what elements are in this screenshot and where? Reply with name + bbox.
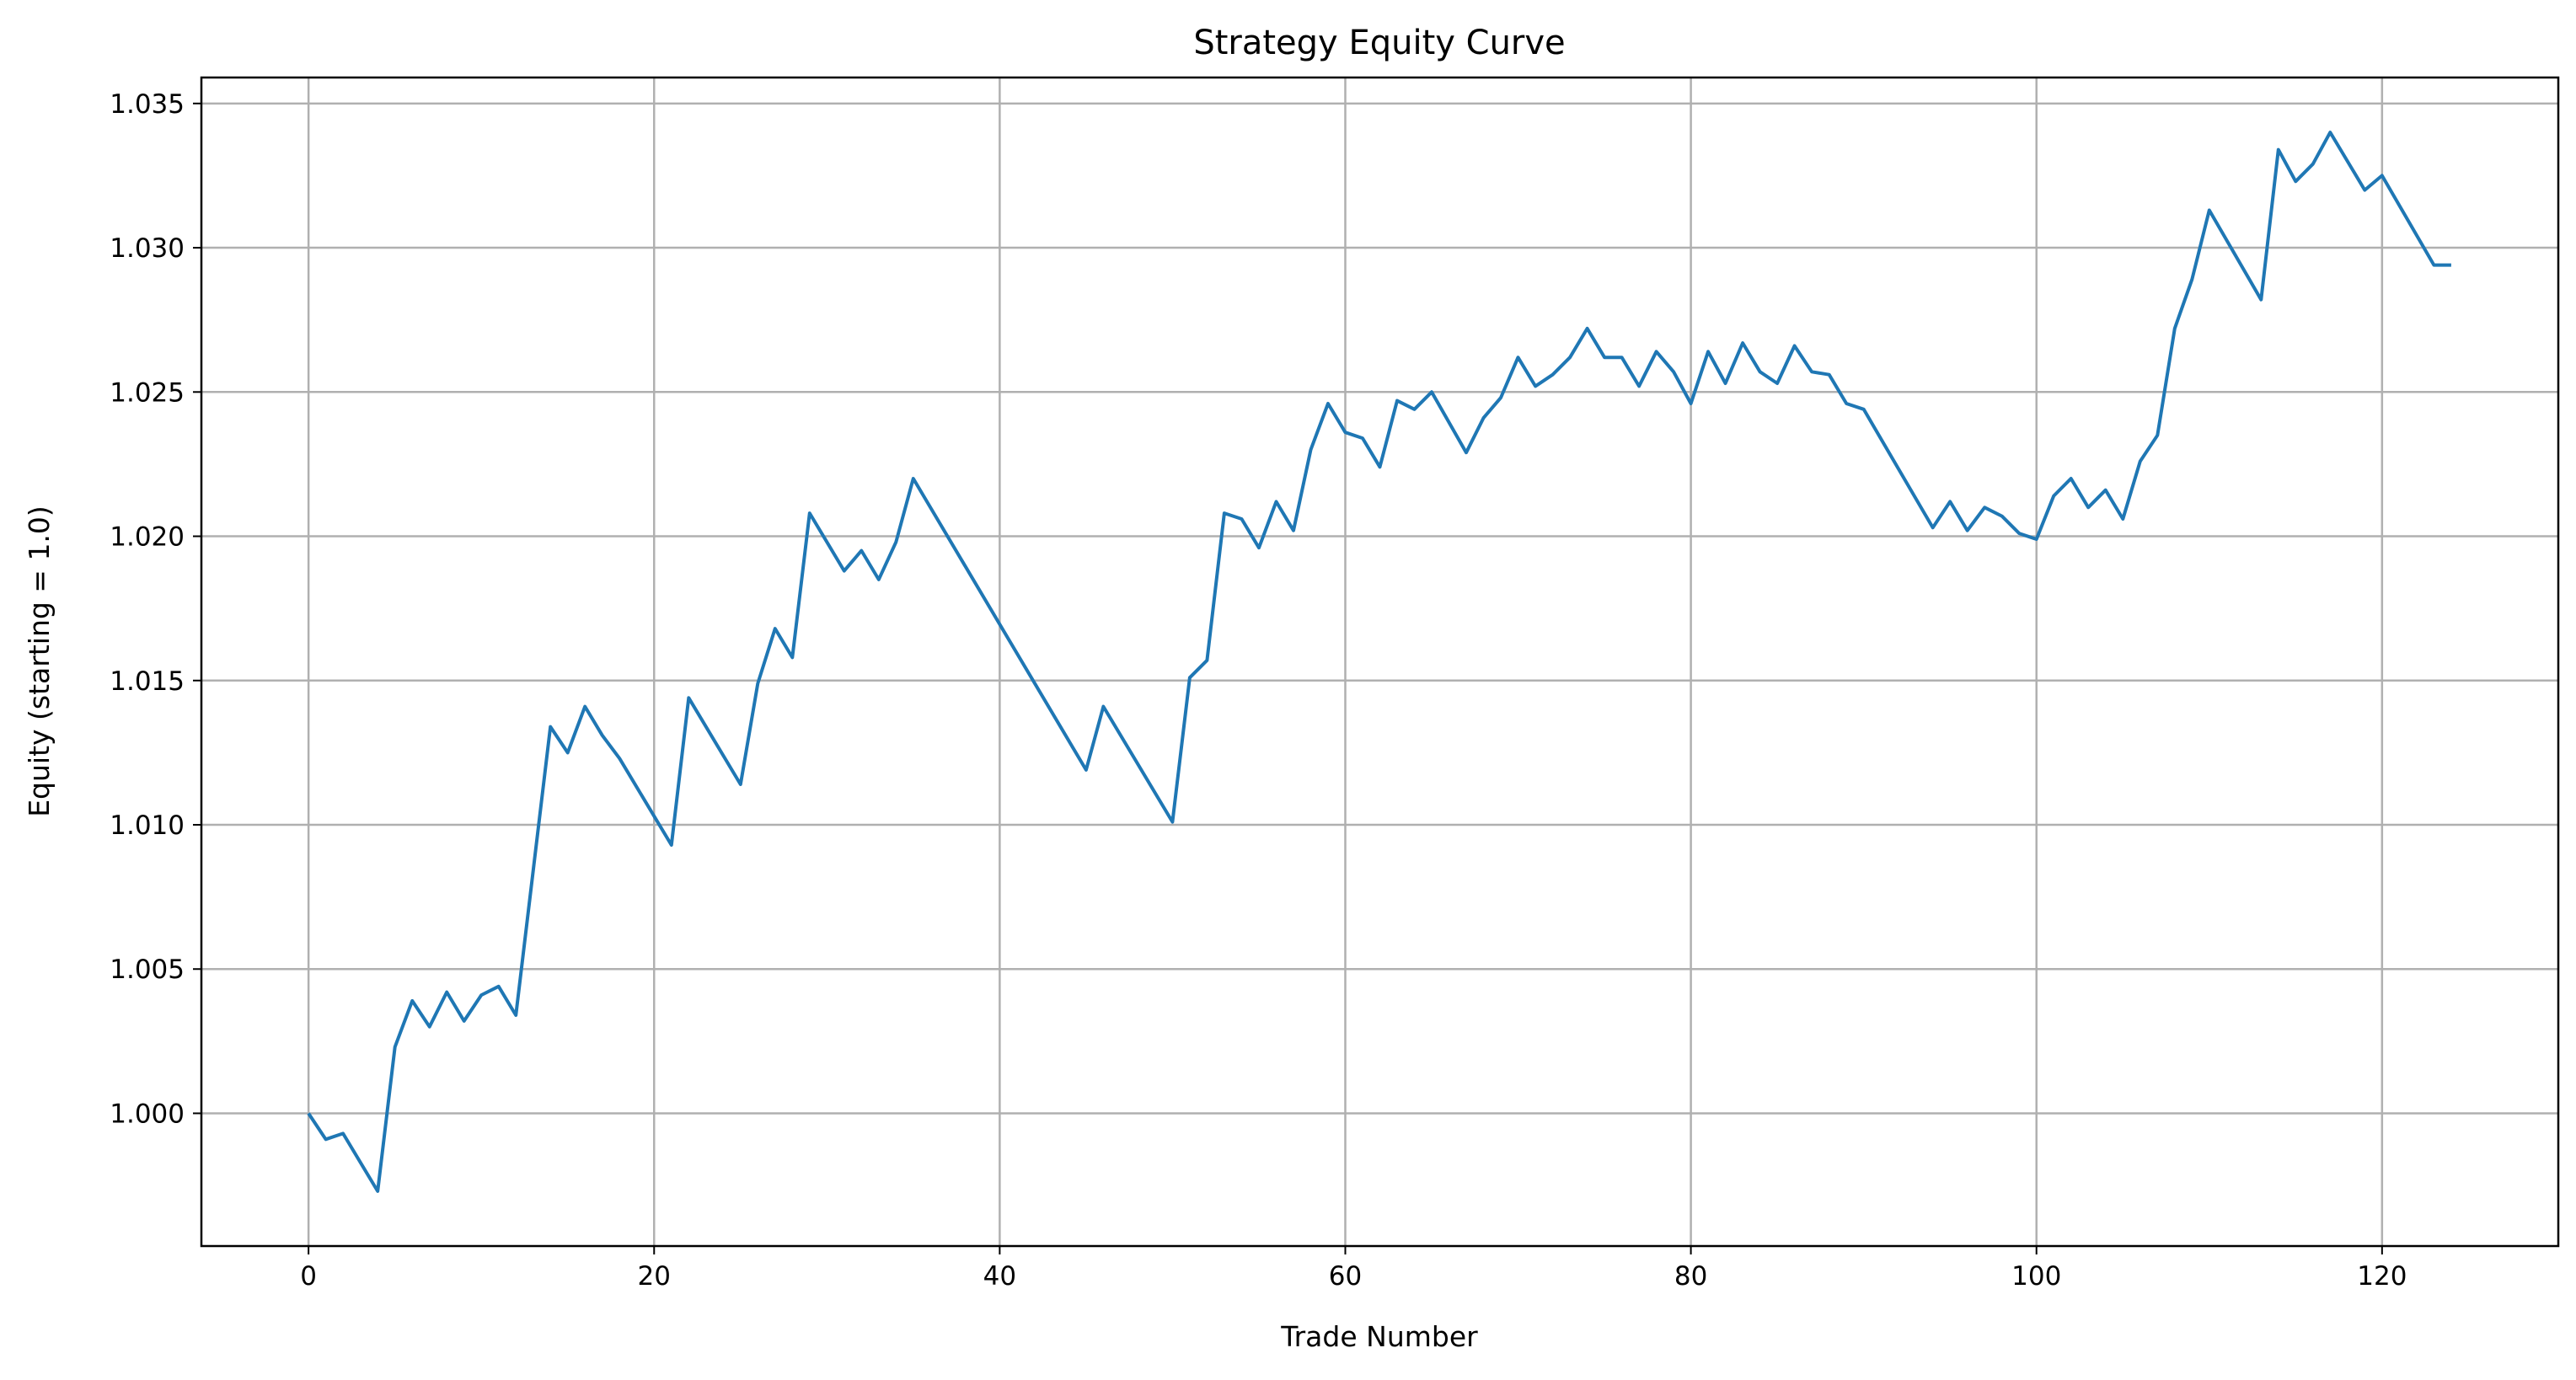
y-tick-label: 1.030 xyxy=(110,233,185,264)
x-tick-label: 100 xyxy=(2011,1261,2061,1292)
chart-title: Strategy Equity Curve xyxy=(1193,24,1565,62)
x-tick-label: 120 xyxy=(2357,1261,2407,1292)
x-tick-label: 0 xyxy=(300,1261,317,1292)
y-tick-label: 1.035 xyxy=(110,89,185,120)
x-axis-ticks: 0 20 40 60 80 100 120 xyxy=(300,1246,2407,1292)
y-tick-label: 1.010 xyxy=(110,810,185,841)
y-tick-label: 1.020 xyxy=(110,522,185,553)
y-tick-label: 1.025 xyxy=(110,377,185,408)
equity-line xyxy=(307,131,2451,1193)
y-tick-label: 1.005 xyxy=(110,955,185,985)
y-axis-title: Equity (starting = 1.0) xyxy=(23,505,56,817)
x-tick-label: 40 xyxy=(983,1261,1016,1292)
x-axis-title: Trade Number xyxy=(1280,1320,1478,1353)
plot-area-frame xyxy=(200,76,2560,1248)
x-tick-label: 80 xyxy=(1674,1261,1707,1292)
x-tick-label: 60 xyxy=(1329,1261,1362,1292)
x-tick-label: 20 xyxy=(638,1261,671,1292)
plot-series xyxy=(307,131,2451,1193)
y-tick-label: 1.000 xyxy=(110,1099,185,1129)
y-tick-label: 1.015 xyxy=(110,666,185,697)
y-axis-ticks: 1.000 1.005 1.010 1.015 1.020 1.025 1.030 1.035 xyxy=(110,89,201,1129)
